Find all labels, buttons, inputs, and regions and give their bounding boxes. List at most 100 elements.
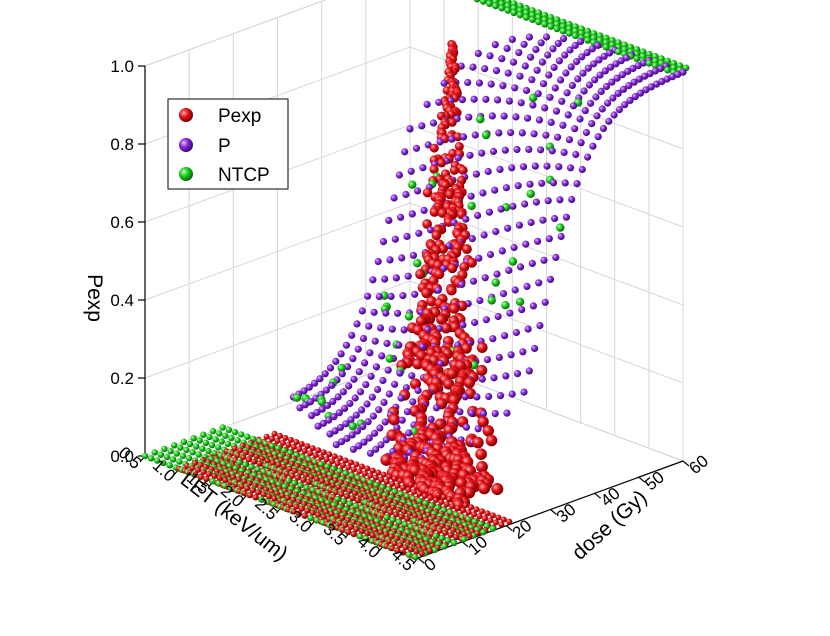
p-point — [471, 131, 479, 139]
pexp-point — [476, 461, 488, 473]
pexp-point — [397, 542, 403, 549]
pexp-point — [442, 529, 449, 536]
p-point — [321, 370, 329, 378]
ntcp-point — [348, 422, 357, 431]
p-point — [527, 53, 535, 61]
p-point — [551, 84, 559, 92]
pexp-point — [342, 457, 349, 464]
ntcp-point — [651, 62, 659, 69]
p-point — [564, 111, 572, 119]
p-point — [509, 58, 518, 66]
ntcp-point — [565, 30, 573, 37]
p-point — [556, 196, 564, 204]
p-point — [305, 383, 313, 391]
p-point — [414, 187, 422, 195]
p-point — [508, 390, 516, 398]
p-point — [308, 412, 316, 420]
z-tick-label: 0.0 — [110, 447, 134, 466]
p-point — [571, 125, 579, 133]
p-point — [415, 229, 423, 237]
p-point — [435, 98, 443, 106]
legend-label-pexp: Pexp — [218, 106, 261, 127]
p-point — [300, 387, 308, 395]
ntcp-point — [177, 444, 184, 451]
p-point — [332, 441, 340, 449]
pexp-point — [296, 446, 303, 452]
pexp-point — [334, 460, 341, 467]
p-point — [594, 41, 602, 50]
ntcp-point — [160, 459, 167, 467]
p-point — [546, 93, 554, 101]
ntcp-point — [408, 180, 417, 189]
p-point — [532, 198, 541, 206]
y-tick — [682, 460, 690, 467]
p-point — [579, 69, 587, 77]
p-point — [429, 119, 438, 127]
p-point — [525, 33, 534, 41]
z-tick-label: 0.6 — [110, 213, 134, 232]
p-point — [406, 125, 414, 133]
ntcp-point — [556, 223, 565, 232]
pexp-point — [375, 469, 382, 476]
ntcp-point — [469, 360, 479, 370]
p-point — [361, 359, 369, 367]
p-point — [572, 150, 580, 159]
pexp-point — [412, 358, 424, 370]
p-point — [364, 292, 372, 300]
ntcp-point — [334, 495, 341, 503]
p-point — [538, 58, 547, 66]
p-point — [630, 78, 638, 86]
p-point — [502, 184, 510, 192]
pexp-point — [394, 482, 401, 489]
pexp-point — [400, 484, 407, 491]
pexp-point — [358, 528, 365, 535]
ntcp-point — [412, 553, 419, 561]
ntcp-point — [471, 518, 478, 525]
p-point — [565, 136, 574, 144]
pexp-point — [485, 434, 498, 447]
p-point — [601, 67, 609, 75]
p-point — [479, 410, 487, 418]
p-point — [483, 356, 492, 364]
p-point — [323, 401, 332, 410]
p-point — [526, 180, 534, 188]
p-point — [382, 309, 390, 317]
ntcp-point — [167, 448, 174, 455]
p-point — [475, 254, 483, 262]
ntcp-point — [559, 27, 567, 35]
pexp-point — [283, 470, 290, 477]
p-point — [459, 321, 467, 329]
p-point — [374, 385, 382, 394]
p-point — [501, 332, 509, 340]
p-point — [516, 263, 525, 271]
p-point — [498, 247, 506, 255]
pexp-point — [219, 470, 226, 477]
p-point — [341, 404, 349, 412]
p-point — [440, 79, 448, 87]
p-point — [328, 381, 336, 389]
y-tick — [594, 492, 602, 499]
pexp-point — [294, 474, 301, 481]
p-point — [554, 133, 562, 141]
p-point — [559, 121, 567, 129]
p-point — [555, 163, 563, 171]
p-point — [301, 401, 309, 409]
ntcp-point — [498, 4, 506, 12]
z-tick-label: 0.2 — [110, 369, 134, 388]
ntcp-point — [195, 451, 202, 458]
p-point — [409, 251, 418, 259]
pexp-point — [455, 477, 468, 490]
ntcp-point — [141, 452, 149, 460]
ntcp-point — [208, 441, 216, 449]
p-point — [469, 63, 477, 71]
p-point — [584, 64, 592, 72]
p-point — [342, 341, 350, 349]
p-point — [391, 380, 399, 388]
pexp-point — [222, 477, 229, 484]
p-point — [537, 39, 545, 47]
p-point — [464, 78, 472, 87]
ntcp-point — [541, 20, 549, 28]
pexp-point — [462, 502, 469, 509]
p-point — [485, 208, 493, 216]
